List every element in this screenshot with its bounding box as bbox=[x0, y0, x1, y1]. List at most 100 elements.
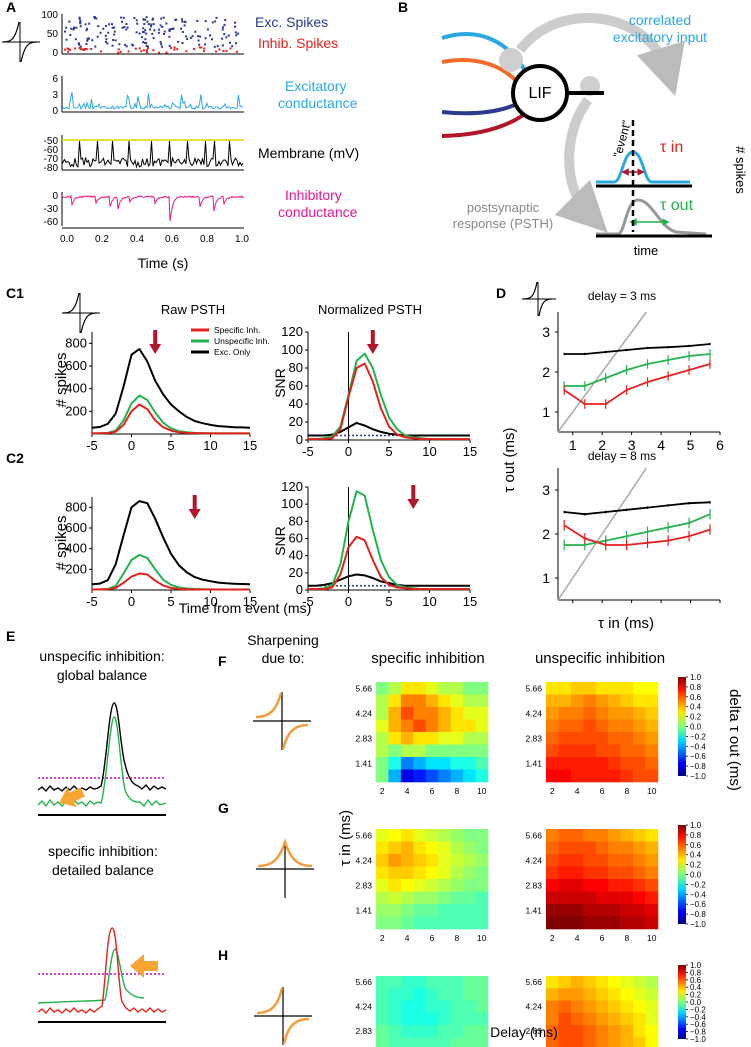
heatmap-cell bbox=[438, 1012, 451, 1026]
inh-spike bbox=[67, 50, 69, 53]
x-tick-label: 1 bbox=[569, 437, 577, 453]
heatmap-cell bbox=[633, 866, 646, 880]
heatmap-cell bbox=[438, 976, 451, 989]
heatmap-cell bbox=[595, 769, 609, 783]
heatmap-cell bbox=[620, 866, 634, 880]
heatmap-cell bbox=[645, 916, 659, 930]
heatmap-cell bbox=[475, 769, 489, 783]
y-tick-label: 3 bbox=[542, 482, 550, 498]
heatmap-cell bbox=[376, 682, 389, 695]
heatmap-cell bbox=[388, 1000, 402, 1014]
y-tick-label: 2.83 bbox=[355, 1026, 372, 1036]
c-xlabel: Time from event (ms) bbox=[179, 600, 312, 616]
heatmap-cell bbox=[645, 829, 659, 842]
output-response bbox=[596, 198, 707, 236]
psr-label-1: postsynaptic bbox=[467, 200, 540, 215]
heatmap-cell bbox=[546, 744, 559, 758]
spike-raster: 100 50 0 bbox=[41, 10, 244, 59]
exc-spike bbox=[153, 29, 156, 32]
heatmap-cell bbox=[400, 841, 414, 855]
exc-spike bbox=[147, 45, 150, 48]
heatmap-cell bbox=[633, 1037, 646, 1047]
heatmap-f-unspecific: 5.66 4.24 2.83 1.41 2 4 6 8 10 bbox=[525, 682, 659, 796]
identity-line bbox=[557, 311, 647, 433]
heatmap-cell bbox=[583, 841, 596, 855]
heatmap-cell bbox=[558, 757, 572, 770]
heatmap-cell bbox=[570, 916, 584, 930]
spikes-label-b: # spikes bbox=[733, 146, 748, 194]
heatmap-cell bbox=[425, 891, 439, 905]
heatmap-cell bbox=[570, 719, 584, 733]
panel-fgh: Sharpening due to: specific inhibition u… bbox=[247, 632, 743, 1047]
heatmap-cell bbox=[388, 891, 402, 905]
exc-spike bbox=[180, 27, 183, 30]
exc-spike bbox=[144, 29, 147, 32]
exc-spike bbox=[143, 23, 146, 25]
heatmap-cell bbox=[438, 1025, 451, 1038]
heatmap-cell bbox=[413, 866, 426, 880]
heatmap-cell bbox=[376, 1025, 389, 1038]
heatmap-cell bbox=[645, 719, 659, 733]
x-tick-label: 2 bbox=[550, 786, 555, 796]
vm-tick: -70 bbox=[44, 154, 59, 165]
heatmap-cell bbox=[388, 707, 402, 720]
inh-spike bbox=[138, 47, 141, 50]
exc-spike bbox=[104, 40, 107, 43]
exc-spike bbox=[79, 45, 82, 48]
exc-spike bbox=[107, 31, 110, 34]
kernel-icon-g bbox=[256, 838, 314, 898]
heatmap-cell bbox=[400, 732, 414, 745]
inh-spike bbox=[146, 47, 149, 50]
ginh-line bbox=[61, 194, 245, 222]
exc-spike bbox=[151, 18, 154, 21]
heatmap-cell bbox=[400, 694, 414, 708]
exc-spike bbox=[64, 30, 66, 33]
x-tick-label: 3 bbox=[628, 437, 636, 453]
heatmap-cell bbox=[463, 694, 476, 708]
panel-a: 100 50 0 Exc. Spikes Inhib. Spikes 6 3 0… bbox=[2, 10, 359, 271]
y-tick-label: 5.66 bbox=[525, 830, 542, 840]
heatmap-cell bbox=[595, 682, 609, 695]
psth-arrow bbox=[554, 96, 608, 233]
heatmap-cell bbox=[450, 707, 464, 720]
panel-label-d: D bbox=[496, 285, 506, 301]
heatmap-cell bbox=[583, 879, 596, 892]
heatmap-cell bbox=[620, 916, 634, 930]
exc-spike bbox=[65, 38, 68, 41]
exc-spike bbox=[108, 23, 111, 26]
series-specific-inh- bbox=[308, 362, 470, 441]
heatmap-cell bbox=[438, 707, 451, 720]
heatmap-cell bbox=[425, 682, 439, 695]
heatmap-cell bbox=[463, 757, 476, 770]
raster-tick: 100 bbox=[41, 10, 58, 21]
exc-spike bbox=[234, 31, 237, 34]
heatmap-cell bbox=[546, 757, 559, 770]
y-tick-label: 60 bbox=[289, 378, 303, 393]
heatmap-cell bbox=[450, 1000, 464, 1014]
exc-spike bbox=[191, 35, 194, 38]
heatmap-cell bbox=[645, 1012, 659, 1026]
x-tick-label: 8 bbox=[455, 786, 460, 796]
exc-spike bbox=[113, 30, 116, 33]
corr-label-2: excitatory input bbox=[613, 29, 707, 45]
identity-line bbox=[557, 467, 647, 601]
heatmap-cell bbox=[438, 1037, 451, 1047]
psr-label-2: response (PSTH) bbox=[453, 216, 553, 231]
legend-specific-label: Specific Inh. bbox=[214, 325, 260, 335]
time-tick: 0.2 bbox=[95, 234, 109, 245]
gexc-line bbox=[61, 92, 244, 111]
inh-spike bbox=[202, 50, 205, 53]
x-tick-label: 10 bbox=[203, 594, 217, 609]
heatmap-cell bbox=[620, 694, 634, 708]
heatmap-cell bbox=[570, 976, 584, 989]
y-tick-label: 3 bbox=[542, 324, 550, 340]
heatmap-cell bbox=[570, 1037, 584, 1047]
heatmap-cell bbox=[400, 744, 414, 758]
exc-spike bbox=[194, 30, 197, 33]
exc-spike bbox=[111, 44, 114, 47]
d-xlabel: τ in (ms) bbox=[598, 615, 654, 632]
cbar-label: delta τ out (ms) bbox=[726, 689, 743, 791]
heatmap-cell bbox=[633, 976, 646, 989]
colorbar-tick-label: −0.6 bbox=[690, 1020, 706, 1029]
